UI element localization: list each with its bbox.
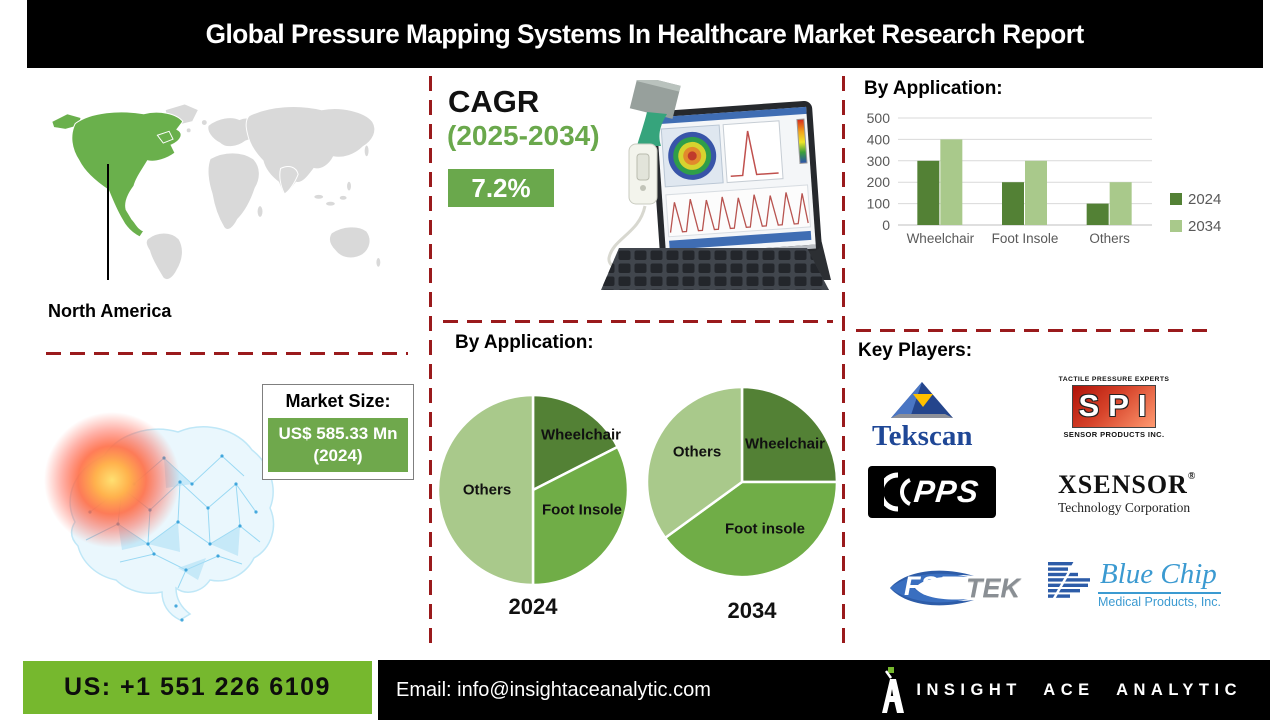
brain-hotspot (44, 412, 180, 548)
svg-text:Others: Others (1089, 231, 1130, 246)
svg-text:300: 300 (867, 153, 891, 169)
logo-bluechip: Blue Chip Medical Products, Inc. (1046, 560, 1221, 609)
pie-chart-2024: Wheelchair Foot Insole Others (436, 393, 630, 587)
logo-tekscan: Tekscan (872, 380, 972, 451)
phone-number: US: +1 551 226 6109 (64, 673, 331, 701)
fsr-wordmark: FSR (904, 571, 958, 601)
insightace-logo-icon (882, 667, 905, 713)
cagr-period: (2025-2034) (447, 120, 600, 151)
logo-spi: TACTILE PRESSURE EXPERTS SPI SENSOR PROD… (1058, 376, 1170, 439)
svg-text:100: 100 (867, 196, 891, 212)
cagr-label: CAGR (448, 84, 540, 119)
world-map (51, 103, 382, 281)
pie-2024-svg (436, 393, 630, 587)
bar-chart-svg: 0 100 200 300 400 500 Wheelchair Foot Insole Oth… (867, 110, 1222, 246)
bluechip-wordmark: Blue Chip (1098, 560, 1221, 594)
pie-slice-label: Wheelchair (744, 435, 826, 453)
page-title: Global Pressure Mapping Systems In Healt… (205, 18, 1085, 49)
pie-slice-label: Others (672, 443, 722, 461)
brand-lockup: INSIGHT ACE ANALYTIC (880, 667, 1242, 713)
svg-text:0: 0 (882, 217, 890, 233)
spi-tagline: TACTILE PRESSURE EXPERTS (1058, 376, 1170, 383)
market-size-label: Market Size: (285, 391, 391, 411)
svg-text:200: 200 (867, 174, 891, 190)
north-america-region (51, 111, 184, 238)
pps-arcs-icon (884, 472, 912, 512)
spi-subtitle: SENSOR PRODUCTS INC. (1063, 430, 1165, 439)
region-label: North America (48, 301, 172, 321)
xsensor-wordmark: XSENSOR® (1058, 470, 1197, 499)
market-size-box: Market Size: US$ 585.33 Mn (2024) (262, 384, 414, 481)
tablet-screen (650, 100, 822, 261)
svg-text:Wheelchair: Wheelchair (907, 231, 975, 246)
svg-text:2034: 2034 (1188, 218, 1221, 235)
divider-vertical-right (842, 76, 845, 648)
key-players-heading: Key Players: (858, 340, 973, 361)
handheld-probe (628, 80, 681, 205)
market-size-value: US$ 585.33 Mn (2024) (268, 418, 408, 473)
pie-slice-label: Others (462, 481, 512, 499)
pie-chart-2034: Wheelchair Foot insole Others (645, 385, 839, 579)
logo-xsensor: XSENSOR® Technology Corporation (1058, 472, 1196, 516)
tekscan-triangle-icon (891, 382, 954, 418)
registered-mark: ® (1187, 471, 1197, 482)
svg-text:400: 400 (867, 131, 891, 147)
pie-2034-svg (645, 385, 839, 579)
bluechip-flag-icon (1048, 560, 1090, 603)
tekscan-wordmark: Tekscan (872, 420, 973, 452)
bar-chart: 0 100 200 300 400 500 Wheelchair Foot Insole Oth… (852, 106, 1264, 261)
pie-year-2024: 2024 (508, 594, 558, 619)
footer-bar: Email: info@insightaceanalytic.com INSIG… (378, 660, 1270, 720)
fsrtek-swoosh-icon: FSR (888, 566, 974, 610)
map-pointer-line (107, 164, 109, 280)
pie-slice-label: Wheelchair (540, 426, 622, 444)
bluechip-subtitle: Medical Products, Inc. (1098, 595, 1221, 609)
email-text: Email: info@insightaceanalytic.com (396, 678, 711, 701)
pie-slice-label: Foot Insole (542, 501, 622, 519)
bluechip-text: Blue Chip Medical Products, Inc. (1098, 560, 1221, 609)
bar-section-heading: By Application: (864, 78, 1003, 99)
phone-badge: US: +1 551 226 6109 (23, 661, 372, 714)
pie-section-heading: By Application: (455, 332, 594, 353)
divider-horizontal-right (856, 329, 1210, 332)
divider-vertical-left (429, 76, 432, 648)
pie-year-2034: 2034 (727, 598, 777, 623)
divider-horizontal-middle (443, 320, 833, 323)
xsensor-subtitle: Technology Corporation (1058, 500, 1191, 515)
logo-pps: PPS (868, 466, 996, 518)
brain-image (44, 412, 275, 622)
pps-wordmark: PPS (912, 474, 982, 509)
header-banner: Global Pressure Mapping Systems In Healt… (27, 0, 1263, 68)
brand-name: INSIGHT ACE ANALYTIC (916, 680, 1242, 699)
pps-badge: PPS (868, 466, 996, 518)
divider-horizontal-left (46, 352, 408, 355)
tek-wordmark: TEK (966, 572, 1020, 603)
pie-slice-label: Foot insole (725, 520, 805, 538)
cagr-value-badge: 7.2% (448, 169, 554, 207)
product-image (601, 80, 831, 290)
spi-wordmark: SPI (1071, 385, 1157, 428)
svg-text:500: 500 (867, 110, 891, 126)
svg-text:Foot Insole: Foot Insole (992, 231, 1059, 246)
svg-text:2024: 2024 (1188, 191, 1221, 208)
logo-fsrtek: FSR TEK (888, 566, 1020, 610)
